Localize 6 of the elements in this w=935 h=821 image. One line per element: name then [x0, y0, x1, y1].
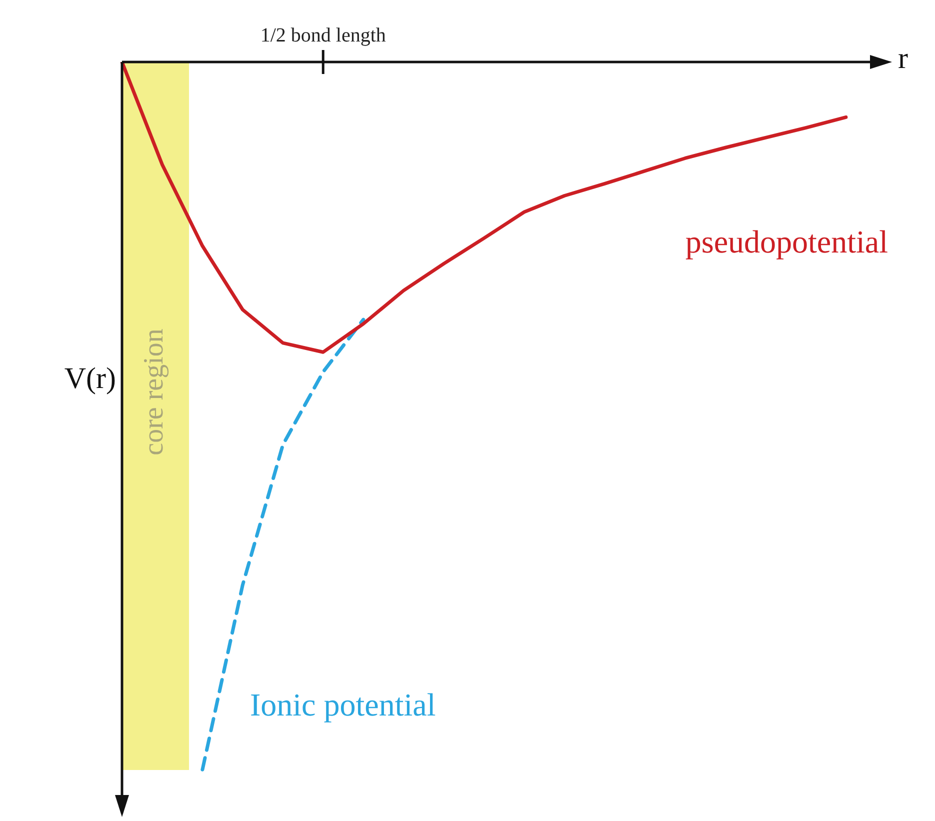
- text: 1/2 bond length: [260, 24, 386, 46]
- x-axis-title: r: [898, 42, 908, 75]
- series-label: pseudopotential: [685, 223, 888, 260]
- series-label: Ionic potential: [250, 686, 436, 722]
- y-axis-title: V(r): [64, 362, 116, 395]
- annotation: core region: [138, 328, 170, 456]
